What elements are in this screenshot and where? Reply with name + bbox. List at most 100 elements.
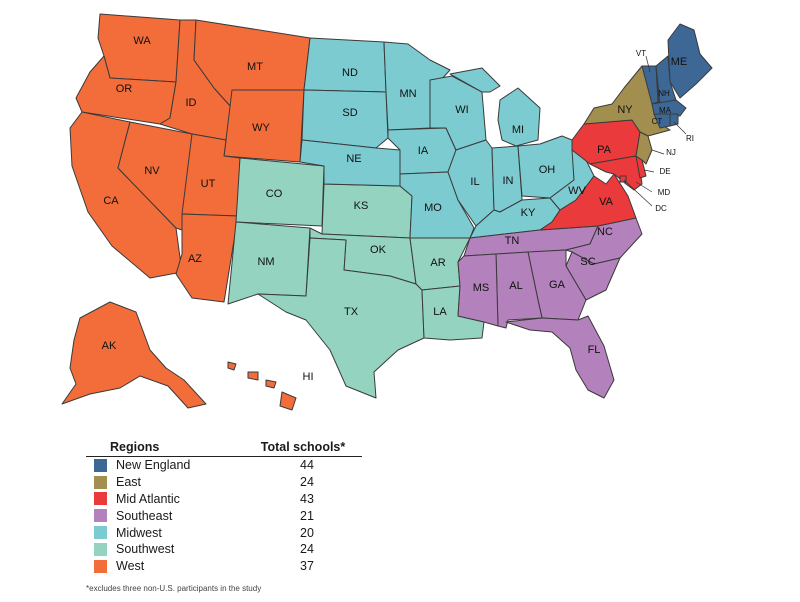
label-ia: IA xyxy=(418,145,429,157)
label-in: IN xyxy=(503,175,514,187)
legend-row: Southeast 21 xyxy=(86,507,362,524)
label-co: CO xyxy=(266,188,283,200)
label-ri: RI xyxy=(686,134,694,143)
state-sd xyxy=(301,89,389,149)
label-sc: SC xyxy=(580,256,595,268)
label-tn: TN xyxy=(505,235,520,247)
label-ok: OK xyxy=(370,244,387,256)
legend-row: Mid Atlantic 43 xyxy=(86,491,362,508)
legend-header-total: Total schools* xyxy=(260,440,346,454)
label-ga: GA xyxy=(549,279,566,291)
state-nj xyxy=(635,131,653,165)
state-vt xyxy=(641,65,659,105)
label-ut: UT xyxy=(201,178,216,190)
label-wa: WA xyxy=(133,35,151,47)
state-nd xyxy=(303,37,387,93)
legend-total: 44 xyxy=(300,458,314,473)
legend-region-name: Mid Atlantic xyxy=(116,491,180,506)
label-wv: WV xyxy=(568,185,586,197)
state-ms xyxy=(457,253,499,327)
legend-row: East 24 xyxy=(86,474,362,491)
state-hi xyxy=(227,361,297,411)
label-nj: NJ xyxy=(666,148,676,157)
state-wy xyxy=(223,89,305,163)
label-mn: MN xyxy=(399,88,416,100)
legend-region-name: West xyxy=(116,559,145,574)
label-wi: WI xyxy=(455,104,468,116)
label-az: AZ xyxy=(188,253,202,265)
label-ct: CT xyxy=(652,117,663,126)
legend-region-name: Southwest xyxy=(116,542,175,557)
legend-row: West 37 xyxy=(86,558,362,575)
legend-swatch xyxy=(94,526,107,540)
label-id: ID xyxy=(186,97,197,109)
legend-header-regions: Regions xyxy=(110,440,160,454)
label-ma: MA xyxy=(659,106,672,115)
label-md: MD xyxy=(658,188,671,197)
state-ak xyxy=(61,301,207,409)
label-ks: KS xyxy=(354,200,369,212)
label-nd: ND xyxy=(342,67,358,79)
legend-total: 20 xyxy=(300,525,314,540)
legend-row: New England 44 xyxy=(86,457,362,474)
state-ne xyxy=(299,139,401,187)
regions-legend: Regions Total schools* New England 44 Ea… xyxy=(86,440,362,575)
label-nc: NC xyxy=(597,226,613,238)
label-ms: MS xyxy=(473,282,490,294)
us-regions-map: WA OR CA NV ID MT WY UT AZ AK HI CO NM T… xyxy=(61,13,713,411)
label-sd: SD xyxy=(342,107,357,119)
legend-region-name: Midwest xyxy=(116,525,162,540)
legend-total: 21 xyxy=(300,508,314,523)
label-tx: TX xyxy=(344,306,359,318)
label-oh: OH xyxy=(539,164,556,176)
legend-swatch xyxy=(94,559,107,573)
legend-region-name: New England xyxy=(116,458,191,473)
label-nh: NH xyxy=(658,89,670,98)
label-wy: WY xyxy=(252,122,270,134)
legend-total: 24 xyxy=(300,542,314,557)
label-la: LA xyxy=(433,306,447,318)
legend-region-name: Southeast xyxy=(116,508,173,523)
legend-total: 37 xyxy=(300,559,314,574)
label-mi: MI xyxy=(512,124,524,136)
legend-total: 24 xyxy=(300,475,314,490)
state-labels: WA OR CA NV ID MT WY UT AZ AK HI CO NM T… xyxy=(102,35,694,383)
label-or: OR xyxy=(116,83,133,95)
legend-region-name: East xyxy=(116,475,142,490)
legend-total: 43 xyxy=(300,491,314,506)
label-al: AL xyxy=(509,280,522,292)
state-nv xyxy=(117,121,193,231)
state-ma xyxy=(651,99,687,117)
label-nv: NV xyxy=(144,165,160,177)
state-tx xyxy=(257,237,425,399)
label-dc: DC xyxy=(655,204,667,213)
label-ne: NE xyxy=(346,153,361,165)
state-ri xyxy=(669,113,679,127)
legend-swatch xyxy=(94,492,107,506)
label-fl: FL xyxy=(588,344,601,356)
legend-swatch xyxy=(94,475,107,489)
state-nh xyxy=(655,55,677,105)
label-ny: NY xyxy=(617,104,633,116)
footnote: *excludes three non-U.S. participants in… xyxy=(86,584,262,593)
label-il: IL xyxy=(470,176,479,188)
legend-swatch xyxy=(94,542,107,556)
label-va: VA xyxy=(599,196,614,208)
label-hi: HI xyxy=(303,371,314,383)
label-mt: MT xyxy=(247,61,263,73)
label-nm: NM xyxy=(257,256,274,268)
legend-swatch xyxy=(94,458,107,472)
label-ca: CA xyxy=(103,195,119,207)
label-ak: AK xyxy=(102,340,117,352)
label-me: ME xyxy=(671,56,688,68)
label-vt: VT xyxy=(636,49,646,58)
state-az xyxy=(175,213,239,303)
legend-header: Regions Total schools* xyxy=(86,440,362,457)
state-mi xyxy=(449,67,541,147)
state-fl xyxy=(505,315,615,399)
label-de: DE xyxy=(659,167,670,176)
label-ar: AR xyxy=(430,257,445,269)
legend-row: Southwest 24 xyxy=(86,541,362,558)
label-ky: KY xyxy=(521,207,536,219)
label-pa: PA xyxy=(597,144,612,156)
